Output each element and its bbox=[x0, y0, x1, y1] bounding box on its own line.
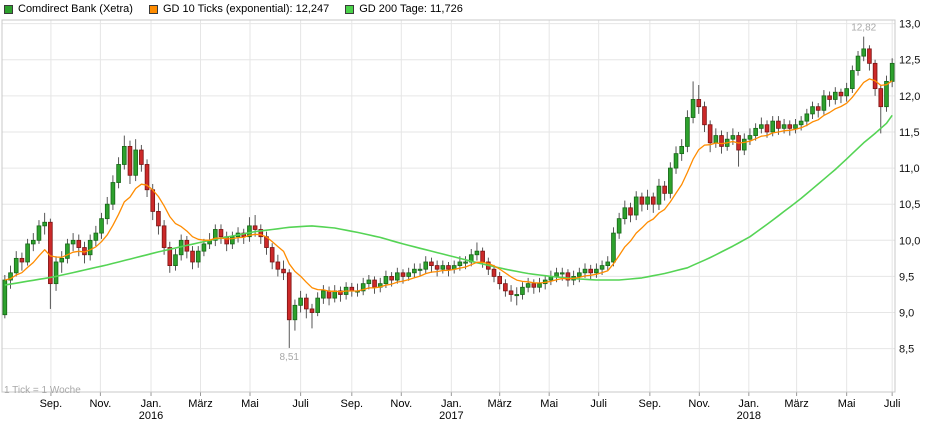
svg-text:Mai: Mai bbox=[838, 398, 856, 410]
legend-item-gd10: GD 10 Ticks (exponential): 12,247 bbox=[148, 3, 330, 15]
svg-text:Mai: Mai bbox=[241, 398, 259, 410]
legend-item-gd200: GD 200 Tage: 11,726 bbox=[345, 3, 463, 15]
svg-text:Nov.: Nov. bbox=[89, 398, 111, 410]
tick-interval-note: 1 Tick = 1 Woche bbox=[4, 385, 81, 396]
svg-text:März: März bbox=[487, 398, 511, 410]
svg-text:12,0: 12,0 bbox=[899, 91, 920, 103]
legend-item-instrument: Comdirect Bank (Xetra) bbox=[4, 3, 133, 15]
svg-text:9,0: 9,0 bbox=[899, 308, 914, 320]
svg-text:8,5: 8,5 bbox=[899, 344, 914, 356]
svg-text:10,5: 10,5 bbox=[899, 199, 920, 211]
svg-text:März: März bbox=[784, 398, 808, 410]
svg-text:Sep.: Sep. bbox=[340, 398, 363, 410]
legend-instrument-label: Comdirect Bank (Xetra) bbox=[18, 3, 133, 15]
svg-text:9,5: 9,5 bbox=[899, 271, 914, 283]
legend-gd10-label: GD 10 Ticks (exponential): 12,247 bbox=[162, 3, 330, 15]
svg-text:Jan.: Jan. bbox=[738, 398, 759, 410]
svg-text:Juli: Juli bbox=[884, 398, 901, 410]
svg-text:Juli: Juli bbox=[292, 398, 309, 410]
svg-text:März: März bbox=[188, 398, 212, 410]
svg-text:13,0: 13,0 bbox=[899, 19, 920, 31]
svg-text:Mai: Mai bbox=[540, 398, 558, 410]
svg-text:Sep.: Sep. bbox=[40, 398, 63, 410]
instrument-swatch-icon bbox=[4, 4, 13, 14]
svg-text:Sep.: Sep. bbox=[639, 398, 662, 410]
svg-text:Nov.: Nov. bbox=[688, 398, 710, 410]
svg-text:12,82: 12,82 bbox=[851, 23, 876, 34]
svg-text:2016: 2016 bbox=[139, 410, 163, 422]
gd10-swatch-icon bbox=[148, 4, 158, 14]
svg-text:Juli: Juli bbox=[590, 398, 607, 410]
svg-text:2018: 2018 bbox=[737, 410, 761, 422]
gd200-swatch-icon bbox=[345, 4, 355, 14]
svg-text:Jan.: Jan. bbox=[441, 398, 462, 410]
legend-gd200-label: GD 200 Tage: 11,726 bbox=[359, 3, 463, 15]
chart-legend: Comdirect Bank (Xetra) GD 10 Ticks (expo… bbox=[4, 3, 463, 15]
svg-text:8,51: 8,51 bbox=[280, 352, 300, 363]
svg-text:2017: 2017 bbox=[439, 410, 463, 422]
svg-text:11,5: 11,5 bbox=[899, 127, 920, 139]
svg-text:12,5: 12,5 bbox=[899, 55, 920, 67]
svg-text:Nov.: Nov. bbox=[390, 398, 412, 410]
svg-text:11,0: 11,0 bbox=[899, 163, 920, 175]
svg-text:10,0: 10,0 bbox=[899, 235, 920, 247]
svg-text:Jan.: Jan. bbox=[141, 398, 162, 410]
